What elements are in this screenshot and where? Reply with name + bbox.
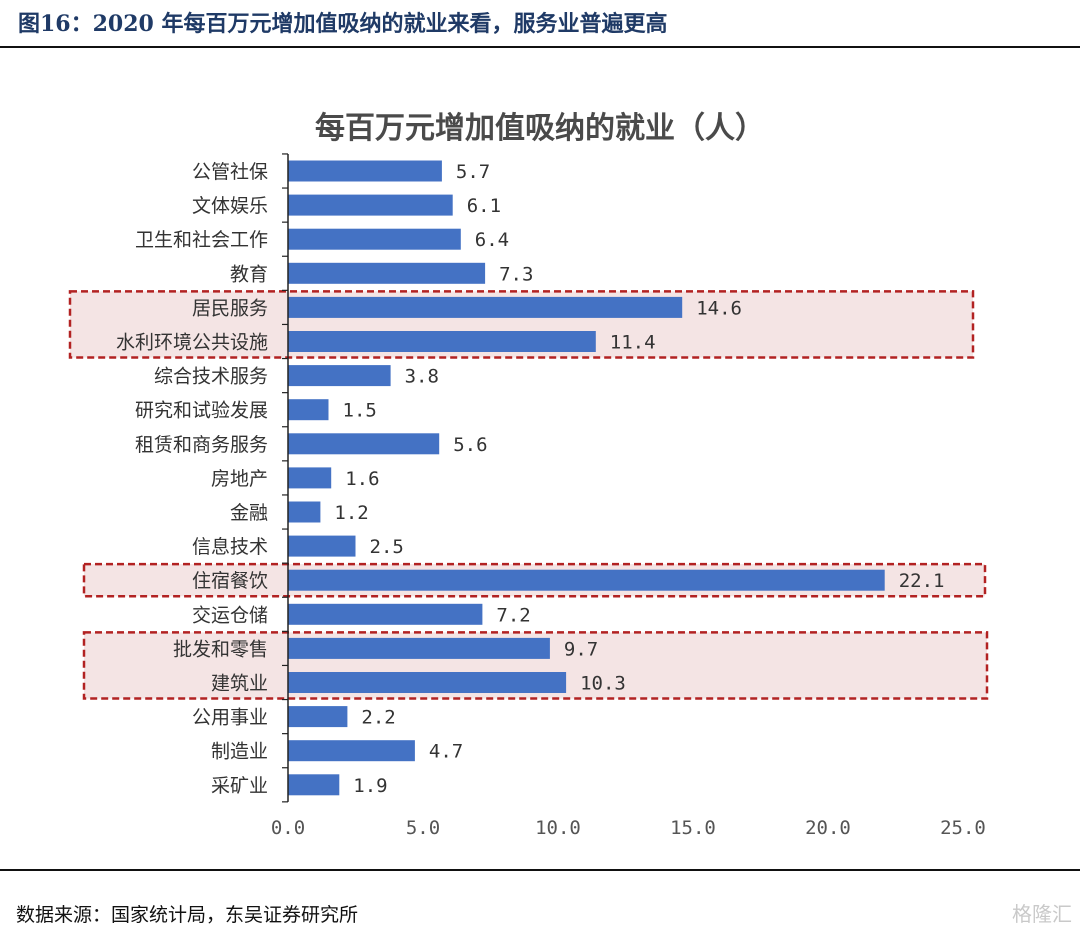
watermark-logo: 格隆汇: [1012, 902, 1072, 926]
value-label: 14.6: [696, 297, 742, 319]
bar: [288, 569, 885, 591]
category-label: 租赁和商务服务: [135, 434, 268, 456]
bar: [288, 603, 483, 625]
bar: [288, 467, 332, 489]
bar: [288, 194, 453, 216]
category-label: 交运仓储: [192, 604, 268, 626]
bar: [288, 433, 440, 455]
category-label: 制造业: [211, 741, 268, 763]
x-tick-label: 0.0: [271, 817, 305, 839]
chart-title: 每百万元增加值吸纳的就业（人）: [315, 111, 765, 146]
bar: [288, 637, 550, 659]
category-label: 采矿业: [211, 775, 268, 797]
bar: [288, 262, 486, 284]
category-label: 住宿餐饮: [192, 570, 268, 592]
bar: [288, 331, 596, 352]
value-label: 5.6: [453, 434, 487, 456]
category-label: 卫生和社会工作: [135, 229, 268, 251]
category-label: 房地产: [211, 468, 268, 490]
x-tick-label: 5.0: [406, 817, 440, 839]
bar: [288, 501, 321, 523]
value-label: 10.3: [580, 673, 626, 695]
bar: [288, 365, 391, 387]
value-label: 1.5: [343, 400, 377, 422]
bars-group: 公管社保 5.7 文体娱乐 6.1 卫生和社会工作 6.4 教育 7.3 居民服务 14.6 水利环…: [116, 160, 945, 797]
value-label: 2.5: [370, 536, 404, 558]
axis-group: 0.0 5.0 10.0 15.0 20.0 25.0: [271, 153, 986, 839]
category-label: 金融: [230, 502, 268, 524]
bottom-rule: [0, 869, 1080, 871]
value-label: 4.7: [429, 741, 463, 763]
category-label: 教育: [230, 263, 268, 285]
bar: [288, 228, 461, 250]
value-label: 7.2: [496, 604, 530, 626]
category-label: 文体娱乐: [192, 195, 268, 217]
x-tick-label: 20.0: [805, 817, 851, 839]
category-label: 居民服务: [192, 297, 268, 319]
value-label: 1.2: [334, 502, 368, 524]
category-label: 批发和零售: [173, 638, 268, 660]
category-label: 公管社保: [192, 161, 268, 183]
value-label: 9.7: [564, 638, 598, 660]
value-label: 1.6: [345, 468, 379, 490]
value-label: 11.4: [610, 332, 656, 354]
bar: [288, 672, 567, 693]
bar: [288, 706, 348, 728]
data-source-note: 数据来源：国家统计局，东吴证券研究所: [16, 904, 359, 926]
top-rule: [0, 46, 1080, 48]
category-label: 水利环境公共设施: [116, 332, 268, 354]
value-label: 2.2: [361, 707, 395, 729]
value-label: 22.1: [899, 570, 945, 592]
value-label: 7.3: [499, 263, 533, 285]
x-tick-label: 25.0: [940, 817, 986, 839]
value-label: 6.4: [475, 229, 509, 251]
value-label: 3.8: [405, 366, 439, 388]
category-label: 信息技术: [192, 536, 268, 558]
x-tick-label: 10.0: [535, 817, 581, 839]
bar: [288, 740, 415, 762]
category-label: 综合技术服务: [154, 366, 268, 388]
figure-title: 图16：2020 年每百万元增加值吸纳的就业来看，服务业普遍更高: [18, 11, 668, 37]
value-label: 6.1: [467, 195, 501, 217]
category-label: 研究和试验发展: [135, 400, 268, 422]
bar: [288, 399, 329, 421]
value-label: 1.9: [353, 775, 387, 797]
category-label: 公用事业: [192, 707, 268, 729]
x-tick-label: 15.0: [670, 817, 716, 839]
value-label: 5.7: [456, 161, 490, 183]
category-label: 建筑业: [211, 673, 268, 695]
bar: [288, 160, 442, 182]
bar: [288, 774, 340, 796]
bar: [288, 296, 683, 318]
bar: [288, 535, 356, 557]
